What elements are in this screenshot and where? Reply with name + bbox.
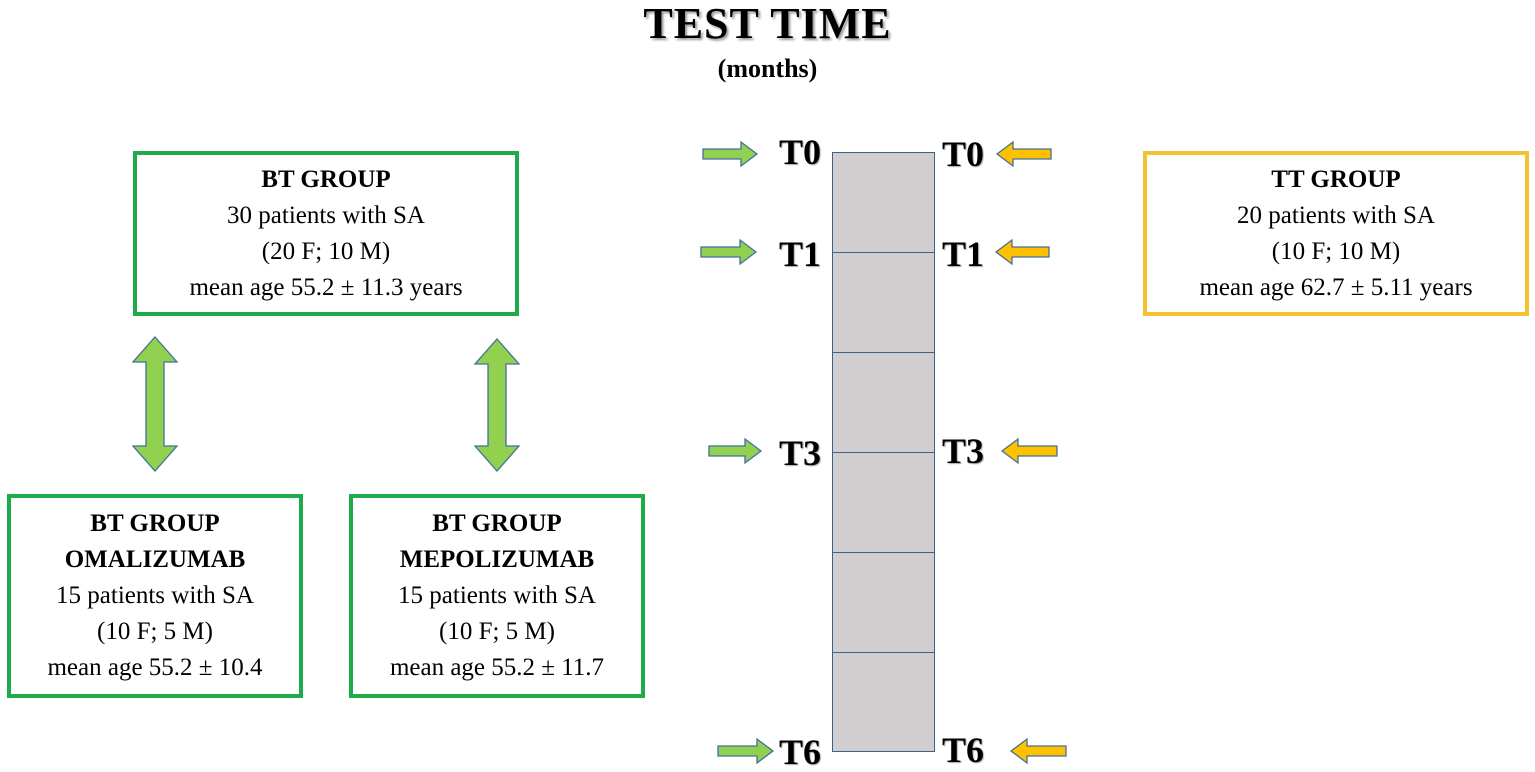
bt-group-sex: (20 F; 10 M) [261,237,391,265]
time-bar-divider [833,252,934,253]
bt-group-patients: 30 patients with SA [227,201,425,229]
right-label-t1: T1 [942,234,985,274]
green-arrow-t6-icon [717,737,775,765]
time-bar-divider [833,552,934,553]
mepolizumab-box: BT GROUP MEPOLIZUMAB 15 patients with SA… [349,494,645,698]
mepolizumab-age: mean age 55.2 ± 11.7 [389,654,605,681]
time-bar-divider [833,652,934,653]
orange-arrow-t3-icon [1000,437,1058,465]
left-label-t6: T6 [779,732,822,772]
omalizumab-sex: (10 F; 5 M) [97,618,213,645]
omalizumab-age: mean age 55.2 ± 10.4 [47,654,263,681]
mepolizumab-title-2: MEPOLIZUMAB [399,546,595,573]
left-label-t0: T0 [779,132,822,172]
omalizumab-patients: 15 patients with SA [56,582,254,609]
mepolizumab-title-1: BT GROUP [432,510,562,537]
tt-group-age: mean age 62.7 ± 5.11 years [1199,273,1473,301]
tt-group-patients: 20 patients with SA [1237,201,1435,229]
omalizumab-title-2: OMALIZUMAB [64,546,246,573]
diagram-subtitle: (months) [717,54,818,83]
double-arrow-mepolizumab-icon [473,338,521,472]
diagram-title: TEST TIME [643,0,892,48]
right-label-t0: T0 [942,134,985,174]
green-arrow-t1-icon [700,238,758,266]
bt-group-title: BT GROUP [261,165,391,193]
orange-arrow-t6-icon [1009,737,1067,765]
mepolizumab-patients: 15 patients with SA [398,582,596,609]
mepolizumab-sex: (10 F; 5 M) [439,618,555,645]
orange-arrow-t0-icon [995,140,1052,168]
green-arrow-t3-icon [708,437,763,465]
right-label-t3: T3 [942,431,985,471]
left-label-t1: T1 [779,234,822,274]
time-bar-divider [833,452,934,453]
tt-group-box: TT GROUP 20 patients with SA (10 F; 10 M… [1143,151,1529,316]
tt-group-title: TT GROUP [1271,165,1401,193]
green-arrow-t0-icon [702,140,759,168]
time-bar [832,152,935,752]
left-label-t3: T3 [779,433,822,473]
omalizumab-box: BT GROUP OMALIZUMAB 15 patients with SA … [7,494,303,698]
right-label-t6: T6 [942,730,985,770]
orange-arrow-t1-icon [994,238,1050,266]
time-bar-divider [833,352,934,353]
double-arrow-omalizumab-icon [131,336,179,472]
bt-group-age: mean age 55.2 ± 11.3 years [189,273,463,301]
omalizumab-title-1: BT GROUP [90,510,220,537]
tt-group-sex: (10 F; 10 M) [1271,237,1401,265]
bt-group-box: BT GROUP 30 patients with SA (20 F; 10 M… [133,151,519,316]
